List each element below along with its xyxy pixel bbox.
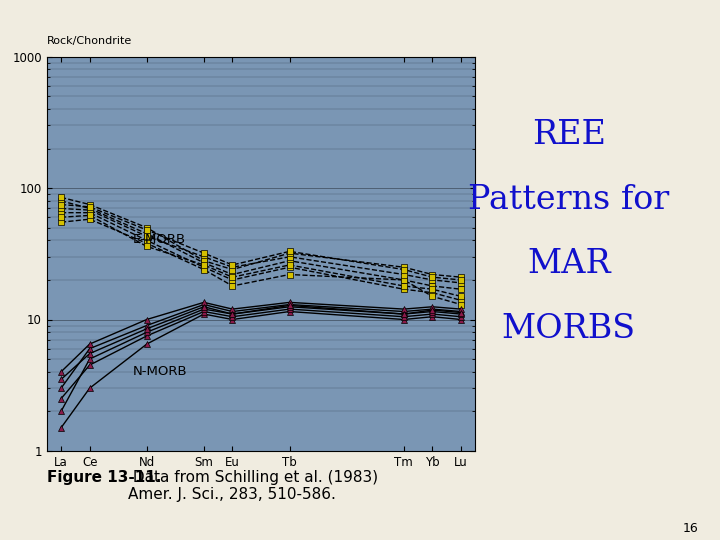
Text: N-MORB: N-MORB xyxy=(132,364,187,377)
Text: Figure 13-11.: Figure 13-11. xyxy=(47,470,161,485)
Text: REE: REE xyxy=(532,119,606,151)
Text: Data from Schilling et al. (1983)
Amer. J. Sci., 283, 510-586.: Data from Schilling et al. (1983) Amer. … xyxy=(128,470,378,502)
Text: MORBS: MORBS xyxy=(502,313,636,345)
Text: Rock/Chondrite: Rock/Chondrite xyxy=(47,36,132,46)
Text: MAR: MAR xyxy=(527,248,611,280)
Text: 16: 16 xyxy=(683,522,698,535)
Text: E-MORB: E-MORB xyxy=(132,233,186,246)
Text: Patterns for: Patterns for xyxy=(468,184,670,215)
